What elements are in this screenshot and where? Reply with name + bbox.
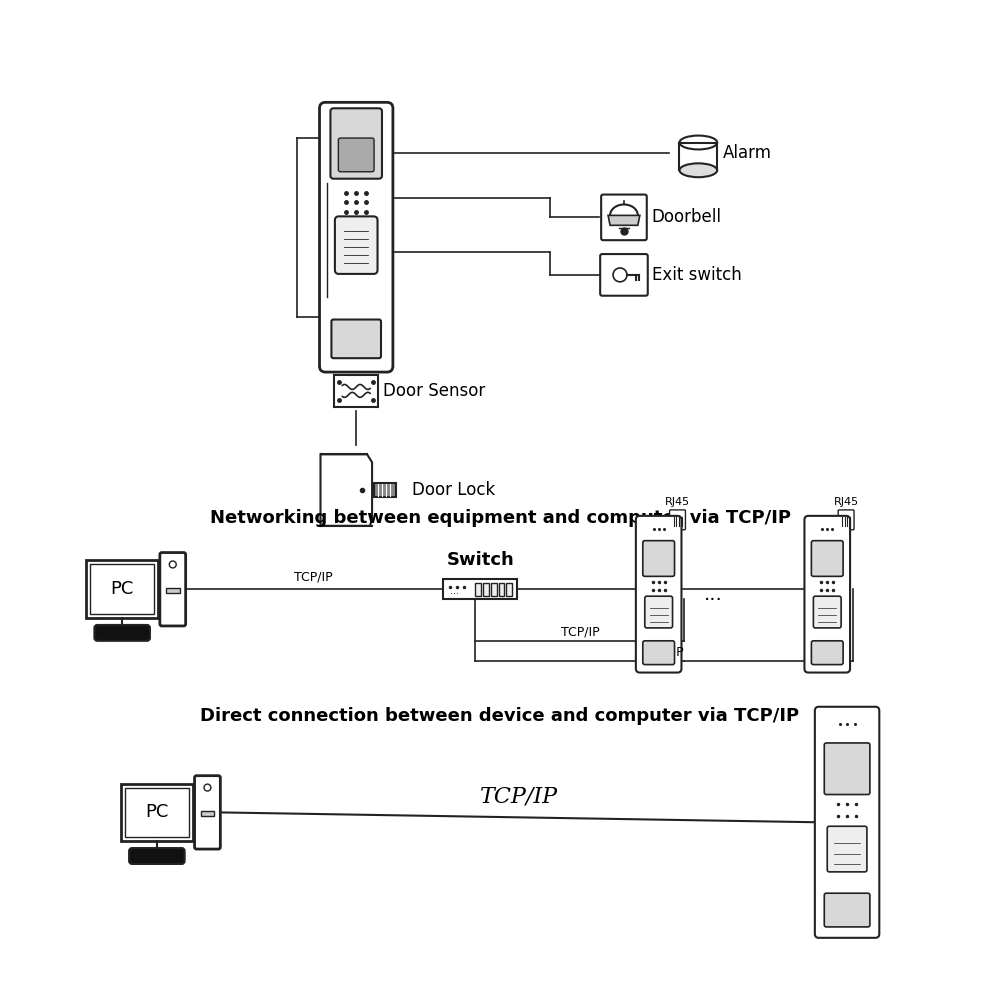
FancyBboxPatch shape [483, 583, 489, 596]
Text: TCP/IP: TCP/IP [561, 626, 599, 639]
Ellipse shape [679, 136, 717, 149]
FancyBboxPatch shape [334, 375, 378, 407]
Text: TCP/IP: TCP/IP [294, 570, 333, 583]
FancyBboxPatch shape [506, 583, 512, 596]
FancyBboxPatch shape [645, 596, 673, 628]
Text: Networking between equipment and computer via TCP/IP: Networking between equipment and compute… [210, 509, 791, 527]
FancyBboxPatch shape [643, 641, 675, 665]
FancyBboxPatch shape [160, 553, 186, 626]
FancyBboxPatch shape [804, 516, 850, 673]
Text: Doorbell: Doorbell [652, 208, 722, 226]
Text: Switch: Switch [446, 551, 514, 569]
FancyBboxPatch shape [335, 216, 378, 274]
FancyBboxPatch shape [166, 588, 180, 593]
FancyBboxPatch shape [331, 320, 381, 358]
FancyBboxPatch shape [811, 641, 843, 665]
FancyBboxPatch shape [827, 826, 867, 872]
FancyBboxPatch shape [195, 776, 220, 849]
Text: ...: ... [704, 585, 723, 604]
FancyBboxPatch shape [499, 583, 504, 596]
Polygon shape [679, 143, 717, 170]
FancyBboxPatch shape [475, 583, 481, 596]
FancyBboxPatch shape [811, 541, 843, 576]
FancyBboxPatch shape [121, 784, 193, 841]
FancyBboxPatch shape [374, 483, 396, 497]
Text: PC: PC [145, 803, 169, 821]
Text: Direct connection between device and computer via TCP/IP: Direct connection between device and com… [200, 707, 800, 725]
FancyBboxPatch shape [129, 848, 185, 864]
Text: Exit switch: Exit switch [652, 266, 741, 284]
Text: ...: ... [450, 586, 459, 596]
FancyBboxPatch shape [670, 510, 685, 530]
Text: Door Lock: Door Lock [412, 481, 495, 499]
FancyBboxPatch shape [491, 583, 497, 596]
Text: TCP/IP: TCP/IP [645, 646, 683, 659]
FancyBboxPatch shape [601, 195, 647, 240]
FancyBboxPatch shape [600, 254, 648, 296]
Circle shape [169, 561, 176, 568]
FancyBboxPatch shape [824, 743, 870, 795]
FancyBboxPatch shape [443, 579, 517, 599]
Circle shape [613, 268, 627, 282]
Ellipse shape [679, 163, 717, 177]
FancyBboxPatch shape [320, 102, 393, 372]
Polygon shape [321, 454, 372, 526]
FancyBboxPatch shape [838, 510, 854, 530]
FancyBboxPatch shape [330, 108, 382, 179]
Text: Door Sensor: Door Sensor [383, 382, 485, 400]
Circle shape [204, 784, 211, 791]
Text: RJ45: RJ45 [665, 497, 690, 507]
FancyBboxPatch shape [94, 625, 150, 641]
Polygon shape [608, 215, 640, 225]
FancyBboxPatch shape [90, 564, 154, 614]
Text: RJ45: RJ45 [834, 497, 859, 507]
FancyBboxPatch shape [643, 541, 675, 576]
FancyBboxPatch shape [813, 596, 841, 628]
FancyBboxPatch shape [86, 560, 158, 618]
FancyBboxPatch shape [125, 788, 189, 837]
FancyBboxPatch shape [636, 516, 681, 673]
FancyBboxPatch shape [338, 138, 374, 172]
FancyBboxPatch shape [824, 893, 870, 927]
FancyBboxPatch shape [815, 707, 879, 938]
Text: PC: PC [110, 580, 134, 598]
Text: Alarm: Alarm [723, 144, 772, 162]
FancyBboxPatch shape [201, 811, 214, 816]
Text: TCP/IP: TCP/IP [480, 785, 558, 807]
